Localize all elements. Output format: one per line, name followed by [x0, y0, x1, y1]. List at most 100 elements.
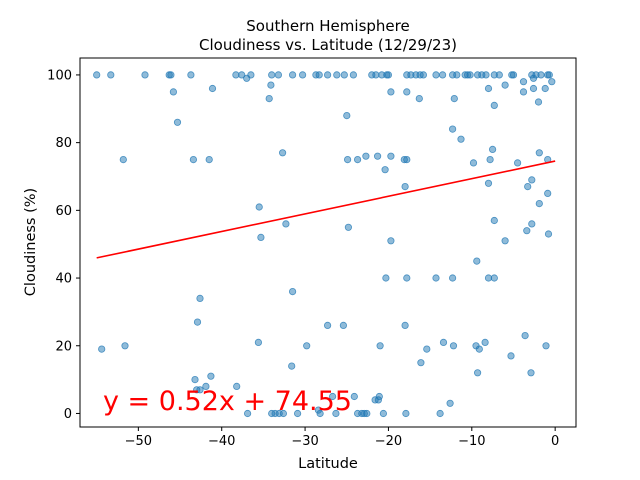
data-point — [528, 176, 536, 184]
data-point — [469, 159, 478, 167]
data-point — [495, 71, 503, 79]
data-point — [267, 81, 275, 89]
chart-title: Southern Hemisphere — [246, 17, 409, 35]
data-point — [268, 409, 276, 418]
data-point — [265, 95, 273, 103]
data-point — [402, 409, 410, 418]
regression-layer — [96, 160, 556, 259]
data-point — [379, 409, 387, 418]
y-tick-label: 20 — [55, 339, 72, 354]
data-point — [519, 78, 528, 86]
data-point — [544, 189, 552, 197]
data-point — [339, 321, 347, 329]
data-point — [432, 71, 440, 79]
x-tick-label: −40 — [208, 434, 235, 449]
data-point — [535, 200, 543, 208]
data-point — [403, 274, 411, 282]
data-point — [400, 156, 408, 164]
data-point — [501, 81, 509, 89]
data-point — [362, 152, 370, 160]
data-point — [415, 95, 423, 103]
data-point — [268, 71, 276, 79]
data-point — [507, 352, 515, 360]
y-tick-label: 100 — [47, 68, 72, 83]
data-point — [187, 71, 195, 79]
data-point — [387, 152, 395, 160]
data-point — [343, 156, 352, 164]
data-point — [466, 71, 474, 79]
y-tick-label: 60 — [55, 204, 72, 219]
data-point — [349, 71, 357, 79]
data-point — [387, 237, 395, 245]
x-tick-label: −20 — [375, 434, 402, 449]
regression-equation: y = 0.52x + 74.55 — [103, 386, 352, 417]
data-point — [482, 71, 490, 79]
data-point — [98, 345, 106, 353]
data-point — [382, 274, 390, 282]
data-point — [205, 156, 213, 164]
data-point — [207, 372, 215, 380]
data-point — [384, 71, 392, 79]
data-point — [169, 88, 177, 96]
data-point — [288, 362, 296, 370]
data-point — [233, 382, 241, 390]
y-tick-label: 40 — [55, 272, 72, 287]
data-point — [196, 386, 204, 394]
data-point — [373, 152, 382, 160]
data-point — [527, 369, 535, 377]
data-point — [257, 233, 265, 241]
data-point — [119, 156, 127, 164]
data-point — [293, 409, 302, 418]
data-point — [436, 409, 444, 418]
data-point — [173, 118, 182, 126]
data-point — [548, 78, 556, 86]
data-point — [344, 223, 352, 231]
data-point — [473, 369, 482, 377]
x-tick-label: −10 — [458, 434, 485, 449]
data-point — [432, 274, 440, 282]
data-point — [202, 382, 210, 390]
data-point — [279, 409, 287, 418]
y-tick-label: 0 — [64, 407, 72, 422]
data-point — [238, 71, 246, 79]
y-tick-label: 80 — [55, 136, 72, 151]
data-point — [501, 237, 509, 245]
data-point — [316, 409, 324, 418]
data-point — [448, 274, 457, 282]
data-point — [372, 71, 380, 79]
data-point — [288, 287, 297, 296]
data-point — [529, 74, 538, 82]
data-point — [523, 227, 531, 235]
data-point — [333, 71, 341, 79]
data-point — [189, 156, 197, 164]
points-layer — [93, 71, 556, 418]
data-point — [484, 84, 493, 93]
data-point — [528, 220, 536, 228]
data-point — [541, 84, 549, 93]
x-tick-label: −50 — [125, 434, 152, 449]
data-point — [401, 183, 409, 191]
data-point — [282, 220, 290, 228]
data-point — [315, 71, 323, 79]
data-point — [524, 183, 532, 191]
data-point — [323, 321, 332, 329]
data-point — [419, 71, 427, 79]
data-point — [473, 257, 481, 265]
data-point — [191, 375, 199, 384]
data-point — [519, 88, 528, 96]
data-point — [193, 318, 202, 326]
data-point — [303, 342, 311, 350]
data-point — [196, 294, 204, 302]
data-point — [376, 342, 384, 350]
data-point — [332, 409, 340, 418]
data-point — [254, 338, 262, 346]
x-tick-label: 0 — [551, 434, 559, 449]
data-point — [141, 71, 149, 79]
data-point — [167, 71, 175, 79]
data-point — [535, 149, 543, 157]
data-point — [353, 156, 362, 164]
data-point — [274, 71, 282, 79]
data-point — [374, 396, 382, 404]
data-point — [340, 71, 348, 79]
data-point — [288, 71, 297, 79]
